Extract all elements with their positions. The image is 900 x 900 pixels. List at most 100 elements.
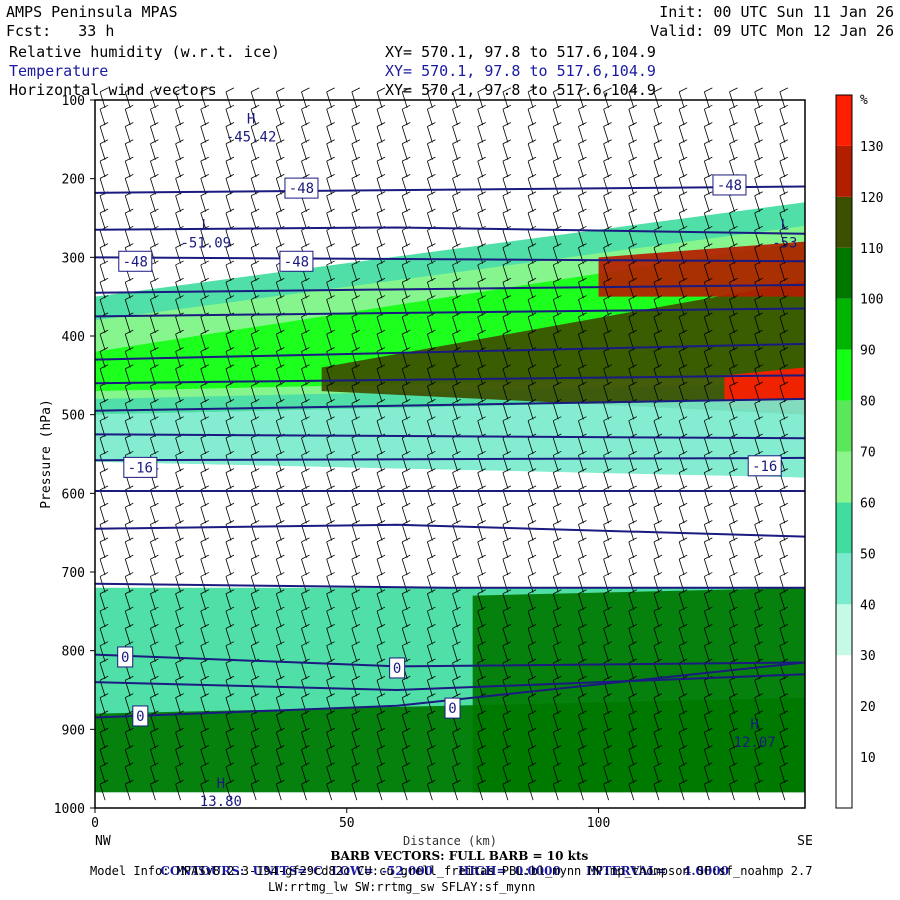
- wind-barb: [653, 416, 663, 437]
- barb-shaft: [779, 680, 786, 697]
- barb-shaft: [275, 576, 282, 593]
- barb-shaft: [351, 160, 358, 178]
- wind-barb: [99, 174, 109, 195]
- contour-label: 0: [121, 650, 129, 666]
- wind-barb: [326, 658, 335, 680]
- wind-barb: [326, 104, 335, 126]
- barb-shaft: [175, 645, 181, 662]
- barb-flag: [200, 329, 209, 335]
- barb-shaft: [275, 645, 282, 662]
- wind-barb: [426, 641, 436, 662]
- barb-flag: [99, 277, 109, 283]
- barb-shaft: [552, 368, 559, 385]
- barb-flag: [351, 675, 361, 681]
- wind-barb: [729, 329, 738, 351]
- wind-barb: [779, 554, 789, 576]
- barb-shaft: [326, 385, 333, 403]
- barb-flag: [653, 191, 663, 197]
- barb-flag: [225, 468, 235, 473]
- barb-shaft: [301, 437, 307, 455]
- wind-barb: [351, 641, 361, 662]
- wind-barb: [326, 624, 335, 645]
- barb-flag: [754, 727, 763, 733]
- barb-shaft: [426, 316, 433, 333]
- barb-flag: [402, 554, 411, 560]
- barb-flag: [553, 104, 562, 110]
- wind-barb: [150, 554, 159, 576]
- wind-barb: [124, 589, 134, 610]
- wind-barb: [175, 277, 184, 299]
- barb-flag: [250, 468, 260, 473]
- barb-shaft: [99, 264, 106, 282]
- wind-barb: [175, 347, 184, 368]
- barb-shaft: [426, 351, 433, 368]
- wind-barb: [99, 727, 109, 749]
- wind-barb: [779, 762, 789, 783]
- wind-barb: [452, 589, 461, 610]
- barb-shaft: [527, 109, 534, 126]
- barb-flag: [603, 762, 612, 768]
- barb-shaft: [150, 697, 156, 714]
- barb-flag: [754, 554, 763, 560]
- wind-barb: [326, 710, 335, 732]
- barb-shaft: [200, 385, 207, 403]
- wind-barb: [502, 174, 512, 195]
- barb-shaft: [401, 489, 408, 507]
- wind-barb: [175, 399, 184, 420]
- barb-flag: [704, 104, 713, 110]
- wind-barb: [150, 329, 159, 351]
- barb-flag: [678, 520, 688, 525]
- barb-shaft: [603, 697, 609, 714]
- wind-barb: [426, 347, 436, 368]
- barb-shaft: [200, 143, 207, 160]
- barb-shaft: [301, 403, 307, 420]
- wind-barb: [628, 537, 637, 558]
- barb-flag: [527, 554, 537, 560]
- wind-barb: [477, 779, 486, 801]
- barb-shaft: [200, 230, 207, 247]
- wind-barb: [124, 554, 134, 576]
- barb-flag: [452, 208, 461, 214]
- barb-flag: [99, 624, 109, 629]
- barb-flag: [628, 554, 637, 560]
- barb-shaft: [200, 766, 207, 783]
- barb-flag: [125, 416, 134, 422]
- barb-flag: [553, 710, 562, 716]
- wind-barb: [452, 641, 461, 662]
- wind-barb: [552, 779, 562, 801]
- barb-flag: [704, 277, 713, 283]
- wind-barb: [552, 606, 562, 628]
- barb-flag: [200, 347, 209, 352]
- barb-flag: [125, 693, 134, 698]
- wind-barb: [124, 104, 134, 126]
- wind-barb: [150, 104, 159, 126]
- barb-shaft: [99, 299, 106, 316]
- barb-shaft: [124, 230, 131, 247]
- barb-flag: [125, 485, 134, 491]
- wind-barb: [603, 468, 612, 489]
- barb-flag: [225, 624, 235, 629]
- wind-barb: [376, 174, 386, 195]
- barb-shaft: [301, 420, 307, 437]
- barb-shaft: [653, 178, 660, 195]
- wind-barb: [275, 381, 285, 403]
- barb-flag: [326, 554, 335, 560]
- barb-shaft: [200, 541, 207, 558]
- colorbar-swatch: [836, 502, 852, 554]
- barb-flag: [779, 156, 789, 162]
- barb-flag: [779, 710, 789, 716]
- wind-barb: [552, 243, 562, 264]
- wind-barb: [703, 347, 713, 368]
- barb-flag: [502, 277, 512, 283]
- barb-shaft: [779, 403, 786, 420]
- wind-barb: [275, 606, 285, 628]
- barb-flag: [779, 502, 789, 508]
- barb-shaft: [225, 160, 232, 178]
- barb-shaft: [452, 385, 458, 403]
- wind-barb: [99, 156, 109, 178]
- barb-flag: [175, 174, 184, 179]
- barb-flag: [351, 329, 361, 335]
- wind-barb: [250, 537, 260, 558]
- barb-shaft: [150, 714, 156, 732]
- barb-shaft: [351, 316, 358, 333]
